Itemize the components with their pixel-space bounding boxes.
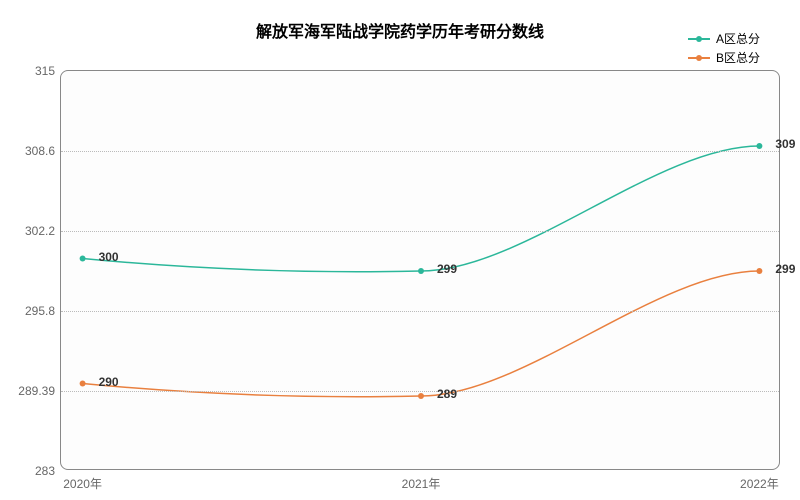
data-label: 299 [437,262,457,276]
y-axis-label: 283 [35,464,55,478]
legend-label: B区总分 [716,49,760,66]
legend-item: B区总分 [688,49,760,66]
y-gridline [61,231,779,232]
plot-svg [61,71,781,471]
y-axis-label: 308.6 [25,144,55,158]
data-label: 300 [99,250,119,264]
legend-swatch [688,57,710,59]
data-point [80,256,86,262]
data-label: 309 [775,137,795,151]
legend: A区总分 B区总分 [688,30,760,68]
legend-label: A区总分 [716,30,760,47]
y-gridline [61,311,779,312]
x-axis-label: 2020年 [63,475,102,492]
data-point [80,381,86,387]
y-axis-label: 302.2 [25,224,55,238]
data-point [418,268,424,274]
y-axis-label: 295.8 [25,304,55,318]
data-point [756,268,762,274]
y-gridline [61,151,779,152]
data-point [418,393,424,399]
legend-item: A区总分 [688,30,760,47]
data-label: 299 [775,262,795,276]
series-line [83,146,760,272]
x-axis-label: 2021年 [402,475,441,492]
series-line [83,271,760,397]
x-axis-label: 2022年 [740,475,779,492]
data-label: 289 [437,387,457,401]
y-axis-label: 289.39 [18,384,55,398]
plot-area: 283289.39295.8302.2308.63152020年2021年202… [60,70,780,470]
legend-swatch [688,38,710,40]
y-gridline [61,391,779,392]
y-axis-label: 315 [35,64,55,78]
data-point [756,143,762,149]
chart-title: 解放军海军陆战学院药学历年考研分数线 [0,18,800,42]
data-label: 290 [99,375,119,389]
chart-container: 解放军海军陆战学院药学历年考研分数线 283289.39295.8302.230… [0,0,800,500]
